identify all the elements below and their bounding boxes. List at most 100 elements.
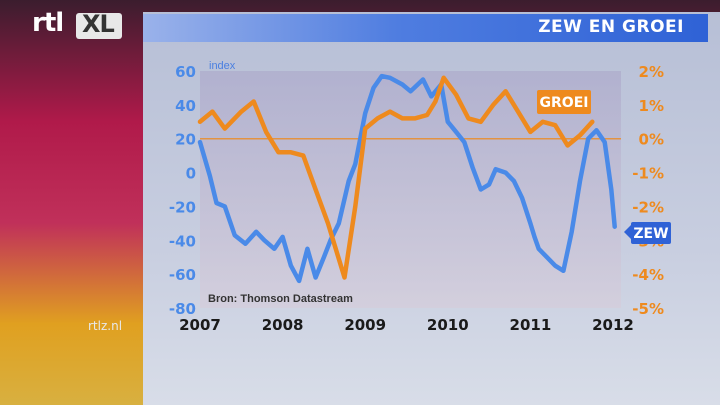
logo-xl-text: XL: [82, 10, 115, 38]
data-point-zew: [263, 239, 266, 242]
data-point-groei: [290, 151, 292, 154]
right-axis-group: 2%1%0%-1%-2%-3%-4%-5%: [632, 63, 664, 318]
data-point-groei: [314, 188, 317, 191]
zew-label-box: [631, 222, 671, 244]
left-axis-tick-label: -80: [169, 300, 196, 318]
data-point-zew: [504, 171, 507, 174]
data-point-groei: [389, 110, 391, 113]
groei-label-box: [537, 90, 591, 114]
data-point-zew: [215, 202, 218, 204]
series-group: [197, 73, 617, 284]
chart-title: ZEW EN GROEI: [538, 17, 684, 37]
data-point-zew: [430, 95, 433, 98]
data-point-zew: [409, 90, 412, 93]
site-url: rtlz.nl: [88, 319, 123, 333]
data-point-zew: [338, 222, 340, 225]
data-point-zew: [529, 222, 532, 225]
x-axis-tick-label: 2011: [510, 316, 552, 334]
data-point-zew: [494, 168, 497, 170]
data-point-groei: [252, 100, 255, 103]
data-point-zew: [610, 188, 613, 191]
data-point-zew: [209, 175, 211, 177]
data-point-groei: [554, 124, 556, 126]
data-point-zew: [554, 264, 556, 267]
data-point-groei: [302, 154, 305, 157]
right-axis-tick-label: -1%: [632, 165, 664, 183]
data-point-zew: [372, 87, 375, 89]
x-axis-group: 2007 2008 2009 2010 2011 2012: [179, 316, 634, 334]
x-axis-tick-label: 2012: [592, 316, 634, 334]
data-point-groei: [579, 134, 581, 137]
zew-label-pointer: [624, 225, 631, 239]
x-axis-tick-label: 2008: [262, 316, 304, 334]
right-axis-tick-label: -2%: [632, 198, 664, 216]
data-point-groei: [364, 127, 367, 130]
data-point-groei: [480, 121, 482, 123]
data-point-groei: [591, 121, 594, 123]
data-point-groei: [211, 110, 214, 113]
groei-label-text: GROEI: [540, 95, 589, 111]
data-point-groei: [529, 131, 532, 133]
left-axis-tick-label: 60: [175, 63, 196, 81]
right-axis-tick-label: 1%: [639, 97, 664, 115]
data-point-zew: [603, 141, 606, 143]
data-point-groei: [517, 110, 519, 113]
data-point-zew: [389, 77, 391, 79]
data-point-zew: [347, 180, 350, 182]
data-point-zew: [233, 234, 236, 236]
data-point-zew: [354, 163, 357, 165]
data-point-zew: [364, 112, 367, 115]
data-point-zew: [455, 131, 457, 133]
logo-rtl-text: rtl: [32, 8, 64, 38]
logo-xl-box: [76, 13, 122, 39]
data-point-groei: [467, 117, 470, 120]
data-point-zew: [281, 236, 284, 238]
data-point-zew: [224, 205, 226, 208]
data-point-zew: [422, 78, 424, 81]
data-point-zew: [306, 248, 309, 250]
data-point-zew: [298, 280, 300, 282]
data-point-groei: [224, 127, 226, 130]
data-point-zew: [533, 236, 536, 238]
data-point-zew: [199, 141, 201, 143]
data-point-zew: [537, 248, 540, 250]
x-axis-tick-label: 2009: [344, 316, 386, 334]
data-point-zew: [579, 180, 581, 182]
source-note: Bron: Thomson Datastream: [208, 293, 353, 305]
right-axis-tick-label: 0%: [639, 131, 664, 149]
data-point-zew: [488, 183, 490, 186]
rtl-xl-logo: rtl XL: [32, 8, 124, 42]
left-axis-group: 60 40 20 0 -20 -40 -60 -80: [169, 63, 196, 318]
data-point-zew: [521, 197, 523, 199]
right-axis-tick-label: -5%: [632, 300, 664, 318]
data-point-groei: [542, 121, 544, 123]
data-point-groei: [401, 117, 404, 120]
data-point-zew: [314, 276, 317, 279]
data-point-zew: [595, 129, 598, 132]
data-point-zew: [273, 248, 276, 250]
x-axis-tick-label: 2010: [427, 316, 469, 334]
data-point-groei: [434, 100, 437, 103]
data-point-groei: [426, 114, 428, 116]
data-point-zew: [255, 231, 257, 233]
data-point-groei: [354, 205, 357, 208]
right-axis-tick-label: 2%: [639, 63, 664, 81]
data-point-zew: [323, 256, 325, 259]
data-point-zew: [401, 83, 404, 86]
data-point-groei: [455, 93, 457, 96]
data-point-zew: [480, 188, 482, 191]
left-axis-tick-label: 0: [186, 165, 196, 183]
groei-label: GROEI: [537, 90, 591, 114]
data-point-zew: [244, 242, 247, 245]
left-axis-tick-label: -20: [169, 198, 196, 216]
data-point-groei: [376, 117, 379, 120]
data-point-groei: [199, 121, 201, 123]
zew-label-text: ZEW: [633, 226, 668, 242]
data-point-zew: [562, 270, 565, 272]
data-point-groei: [240, 110, 243, 113]
data-point-groei: [277, 151, 280, 154]
data-point-zew: [290, 264, 292, 267]
data-point-zew: [613, 225, 616, 228]
data-point-groei: [265, 131, 267, 133]
